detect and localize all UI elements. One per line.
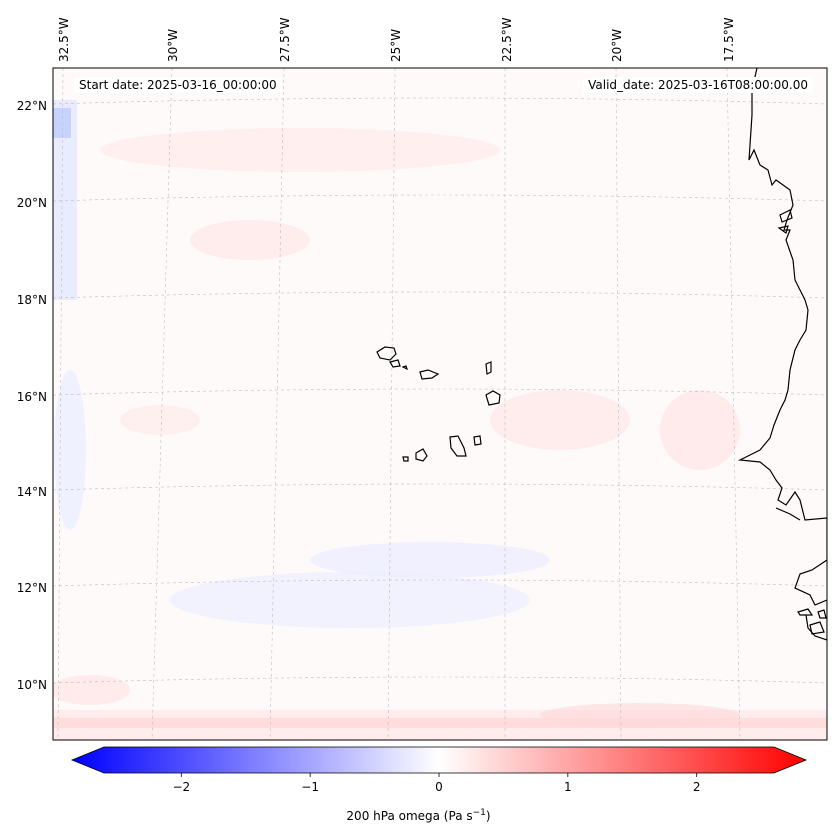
colorbar-title-text: 200 hPa omega (Pa s bbox=[346, 809, 473, 823]
lon-label: 25°W bbox=[389, 29, 403, 62]
colorbar-tick-label: 2 bbox=[693, 780, 701, 794]
colorbar-title: 200 hPa omega (Pa s−1) bbox=[0, 808, 837, 823]
map-frame bbox=[52, 67, 828, 741]
lat-label: 16°N bbox=[17, 390, 47, 404]
gridline-lat-12 bbox=[52, 579, 828, 587]
colorbar-title-unit-exponent: −1 bbox=[472, 808, 486, 818]
lat-labels: 22°N 20°N 18°N 16°N 14°N 12°N 10°N bbox=[17, 99, 47, 692]
colorbar-tick-label: 1 bbox=[564, 780, 572, 794]
gridline-lon-27-5 bbox=[269, 67, 285, 741]
coastline bbox=[376, 68, 827, 641]
senegal-inlet bbox=[775, 507, 801, 521]
island-santa-luzia bbox=[401, 365, 409, 371]
valid-date-label: Valid_date: 2025-03-16T08:00:00.00 bbox=[583, 77, 813, 93]
lon-label: 20°W bbox=[610, 29, 624, 62]
gridline-lat-16 bbox=[52, 388, 828, 396]
bijagos-island-2 bbox=[809, 621, 825, 635]
colorbar-tick-label: 0 bbox=[435, 780, 443, 794]
bijagos-island-1 bbox=[797, 608, 814, 616]
africa-islet-2 bbox=[777, 225, 789, 234]
gridline-lon-20 bbox=[615, 67, 622, 741]
island-brava bbox=[402, 456, 409, 462]
lat-label: 14°N bbox=[17, 485, 47, 499]
gridline-lat-22 bbox=[52, 97, 828, 105]
gridline-lon-25 bbox=[387, 67, 396, 741]
lon-label: 27.5°W bbox=[278, 17, 292, 62]
island-boa-vista bbox=[485, 390, 501, 406]
island-maio bbox=[473, 435, 482, 446]
colorbar: −2 −1 0 1 2 bbox=[70, 746, 808, 794]
lat-label: 12°N bbox=[17, 581, 47, 595]
colorbar-tick-label: −1 bbox=[301, 780, 319, 794]
gridlines bbox=[52, 67, 828, 741]
island-sal bbox=[485, 361, 492, 375]
gridline-lat-10 bbox=[52, 676, 828, 684]
island-sao-vicente bbox=[389, 359, 401, 368]
lon-labels: 32.5°W 30°W 27.5°W 25°W 22.5°W 20°W 17.5… bbox=[57, 17, 736, 62]
gridline-lat-14 bbox=[52, 483, 828, 491]
gridline-lat-20 bbox=[52, 194, 828, 202]
colorbar-title-end: ) bbox=[485, 809, 491, 823]
island-fogo bbox=[415, 448, 428, 462]
gridline-lon-30 bbox=[151, 67, 173, 741]
start-date-label: Start date: 2025-03-16_00:00:00 bbox=[74, 77, 282, 93]
lon-label: 22.5°W bbox=[500, 17, 514, 62]
gridline-lon-32-5 bbox=[57, 67, 64, 741]
africa-coastline bbox=[737, 68, 827, 641]
gridline-lon-17-5 bbox=[726, 67, 741, 741]
island-santiago bbox=[449, 435, 467, 457]
lat-label: 18°N bbox=[17, 293, 47, 307]
africa-islet-1 bbox=[779, 209, 793, 223]
island-santo-antao bbox=[376, 346, 397, 361]
colorbar-bar bbox=[70, 746, 808, 774]
omega-field bbox=[53, 68, 827, 740]
gridline-lat-18 bbox=[52, 291, 828, 299]
lat-label: 20°N bbox=[17, 196, 47, 210]
bijagos-island-3 bbox=[817, 609, 827, 619]
lat-label: 10°N bbox=[17, 678, 47, 692]
colorbar-ticks: −2 −1 0 1 2 bbox=[172, 773, 701, 794]
lat-label: 22°N bbox=[17, 99, 47, 113]
lon-label: 17.5°W bbox=[722, 17, 736, 62]
lon-label: 30°W bbox=[166, 29, 180, 62]
colorbar-tick-label: −2 bbox=[172, 780, 190, 794]
island-sao-nicolau bbox=[419, 369, 440, 380]
lon-label: 32.5°W bbox=[57, 17, 71, 62]
